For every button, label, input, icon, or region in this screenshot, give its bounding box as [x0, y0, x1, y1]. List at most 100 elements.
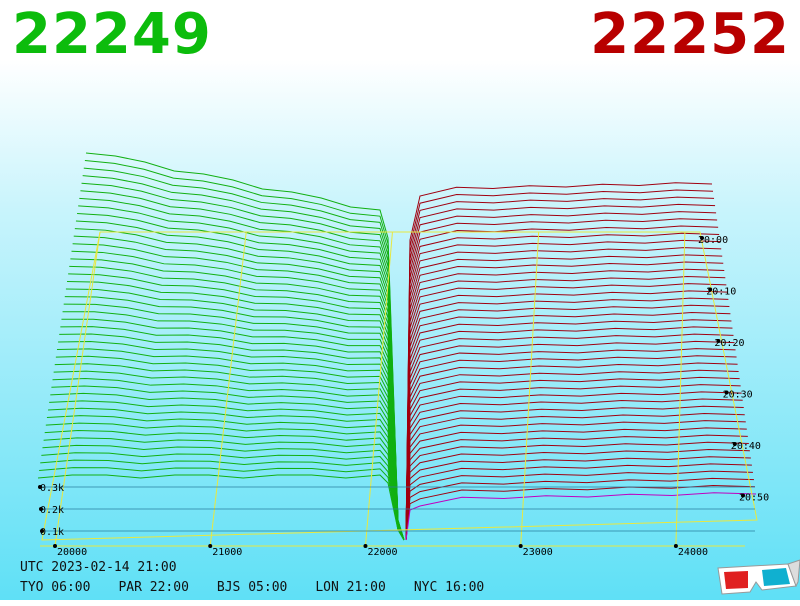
- ask-depth-line: [405, 211, 717, 541]
- bid-depth-line: [83, 167, 405, 541]
- bid-depth-line: [85, 152, 405, 541]
- bid-depth-line: [65, 288, 405, 541]
- price-tick: [54, 231, 101, 547]
- ask-depth-line: [405, 182, 713, 541]
- ask-depth-line: [405, 456, 751, 541]
- ask-depth-line: [405, 391, 742, 541]
- price-tick: [675, 231, 686, 547]
- ask-depth-line: [405, 448, 750, 541]
- ask-depth-line: [405, 441, 749, 541]
- ask-depth-line: [405, 362, 738, 541]
- time-tick-dot: [741, 493, 745, 498]
- ask-depth-line: [405, 384, 741, 541]
- zone-time: LON 21:00: [315, 580, 386, 595]
- bid-depth-line: [50, 392, 405, 541]
- ask-depth-line: [405, 492, 757, 541]
- ask-depth-line: [405, 369, 739, 541]
- zone-time: NYC 16:00: [413, 580, 485, 595]
- ask-depth-line: [405, 463, 752, 541]
- bid-depth-line: [64, 296, 405, 541]
- bid-depth-line: [51, 385, 405, 541]
- ask-depth-line: [405, 470, 753, 541]
- price-tick-dot: [53, 544, 57, 548]
- bid-depth-line: [42, 444, 405, 541]
- ask-depth-line: [405, 297, 729, 541]
- depth-tick-dot: [39, 507, 43, 511]
- ask-depth-line: [405, 340, 735, 541]
- bid-depth-line: [80, 190, 405, 541]
- bid-depth-line: [82, 175, 405, 541]
- bid-depth-line: [41, 452, 405, 541]
- ask-depth-line: [405, 376, 740, 541]
- ask-depth-line: [405, 477, 754, 541]
- bid-depth-line: [48, 407, 405, 541]
- ask-depth-line: [405, 254, 723, 541]
- price-tick-dot: [518, 544, 523, 548]
- bid-depth-line: [43, 437, 405, 541]
- bid-depth-line: [81, 182, 405, 541]
- time-tick-label: 20:00: [698, 235, 728, 246]
- zone-time: PAR 22:00: [118, 580, 189, 595]
- bid-depth-line: [75, 220, 405, 541]
- bid-depth-line: [68, 273, 405, 541]
- time-tick-label: 20:10: [706, 287, 736, 298]
- bid-depth-line: [74, 228, 405, 541]
- bid-depth-line: [63, 303, 405, 541]
- bid-depth-line: [45, 422, 405, 541]
- depth-tick-dot: [38, 485, 42, 489]
- ask-price: 22252: [590, 2, 790, 67]
- time-tick-dot: [700, 236, 704, 240]
- ask-depth-line: [405, 225, 719, 541]
- depth-tick-label: 0.2k: [40, 505, 64, 516]
- ask-depth-line: [405, 412, 745, 541]
- time-tick-dot: [716, 339, 721, 343]
- ask-depth-line: [405, 218, 718, 541]
- price-tick: [520, 231, 540, 547]
- price-tick-label: 21000: [212, 547, 242, 558]
- time-tick-label: 20:20: [714, 338, 744, 349]
- ask-depth-line: [405, 261, 724, 541]
- bid-depth-line: [46, 415, 405, 541]
- ask-depth-line: [405, 268, 725, 541]
- depth-tick-label: 0.1k: [40, 527, 64, 538]
- time-tick-dot: [724, 390, 729, 395]
- bid-depth-line: [52, 378, 405, 541]
- bid-depth-line: [84, 160, 405, 541]
- bid-depth-line: [70, 258, 405, 541]
- bid-depth-line: [53, 370, 405, 541]
- bid-depth-line: [61, 318, 405, 541]
- bid-depth-line: [71, 250, 405, 541]
- 3d-glasses-button[interactable]: [712, 556, 800, 606]
- price-tick-dot: [208, 544, 213, 548]
- ask-depth-line: [405, 304, 730, 541]
- price-tick-label: 20000: [57, 547, 87, 558]
- ask-depth-line: [405, 283, 727, 541]
- zone-time: BJS 05:00: [216, 580, 288, 595]
- time-tick-label: 20:40: [731, 441, 761, 452]
- bid-depth-line: [49, 400, 405, 541]
- time-tick-label: 20:50: [739, 493, 769, 504]
- zone-time: TYO 06:00: [20, 580, 91, 595]
- ask-depth-line: [405, 405, 744, 541]
- ask-depth-line: [405, 319, 732, 541]
- bid-depth-line: [62, 311, 405, 541]
- price-tick: [364, 231, 393, 547]
- ask-depth-line: [405, 189, 714, 541]
- ask-depth-line: [405, 355, 737, 541]
- price-tick-dot: [673, 544, 678, 548]
- ask-depth-line: [405, 232, 720, 541]
- ask-depth-line: [405, 312, 731, 541]
- bid-depth-line: [56, 348, 405, 541]
- ask-depth-line: [405, 196, 715, 541]
- depth-tick-dot: [40, 529, 44, 533]
- ask-depth-line: [405, 420, 746, 541]
- bid-depth-line: [59, 333, 405, 541]
- bid-depth-line: [69, 265, 405, 541]
- bid-depth-line: [67, 280, 405, 541]
- price-tick-label: 22000: [367, 547, 397, 558]
- time-tick-dot: [708, 287, 713, 292]
- back-plane: [41, 231, 758, 541]
- ask-depth-line: [405, 427, 747, 541]
